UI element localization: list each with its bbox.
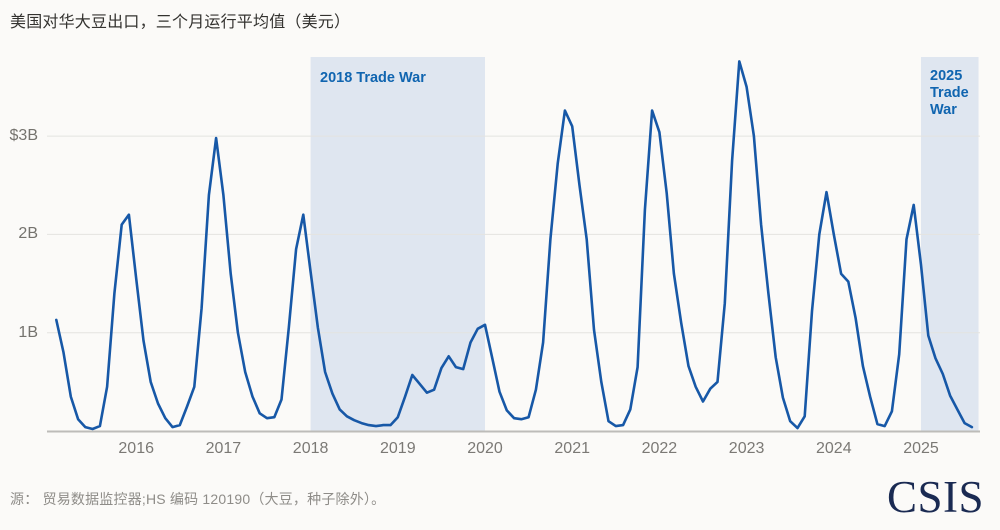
x-tick-label: 2022 bbox=[641, 440, 678, 457]
chart-canvas bbox=[47, 57, 980, 433]
x-tick-label: 2021 bbox=[554, 440, 590, 457]
x-tick-label: 2025 bbox=[903, 440, 939, 457]
x-tick-label: 2023 bbox=[728, 440, 765, 457]
y-tick-label: $3B bbox=[9, 127, 38, 145]
region-label-2018-trade-war: 2018 Trade War bbox=[320, 70, 426, 86]
gridlines bbox=[47, 135, 980, 334]
x-tick-label: 2017 bbox=[205, 440, 242, 457]
x-tick-label: 2020 bbox=[467, 440, 503, 457]
region-label-2025-trade-war: 2025 Trade War bbox=[930, 68, 969, 119]
source-note: 源： 贸易数据监控器;HS 编码 120190（大豆，种子除外）。 bbox=[10, 491, 386, 507]
x-tick-label: 2024 bbox=[816, 440, 852, 457]
csis-logo: CSIS bbox=[886, 472, 984, 522]
trade-war-region bbox=[310, 57, 485, 431]
y-tick-label: 2B bbox=[18, 225, 38, 243]
trade-war-shaded-regions bbox=[310, 57, 979, 431]
x-tick-label: 2019 bbox=[380, 440, 416, 457]
x-tick-label: 2018 bbox=[292, 440, 329, 457]
y-tick-label: 1B bbox=[18, 323, 38, 341]
chart-area: $3B 2B 1B 2016 2017 2018 2019 2020 2021 2022 2023… bbox=[9, 57, 980, 457]
trade-war-region bbox=[921, 57, 979, 431]
x-tick-label: 2016 bbox=[118, 440, 154, 457]
export-value-line-series bbox=[54, 60, 974, 431]
page-title: 美国对华大豆出口，三个月运行平均值（美元） bbox=[10, 14, 351, 31]
